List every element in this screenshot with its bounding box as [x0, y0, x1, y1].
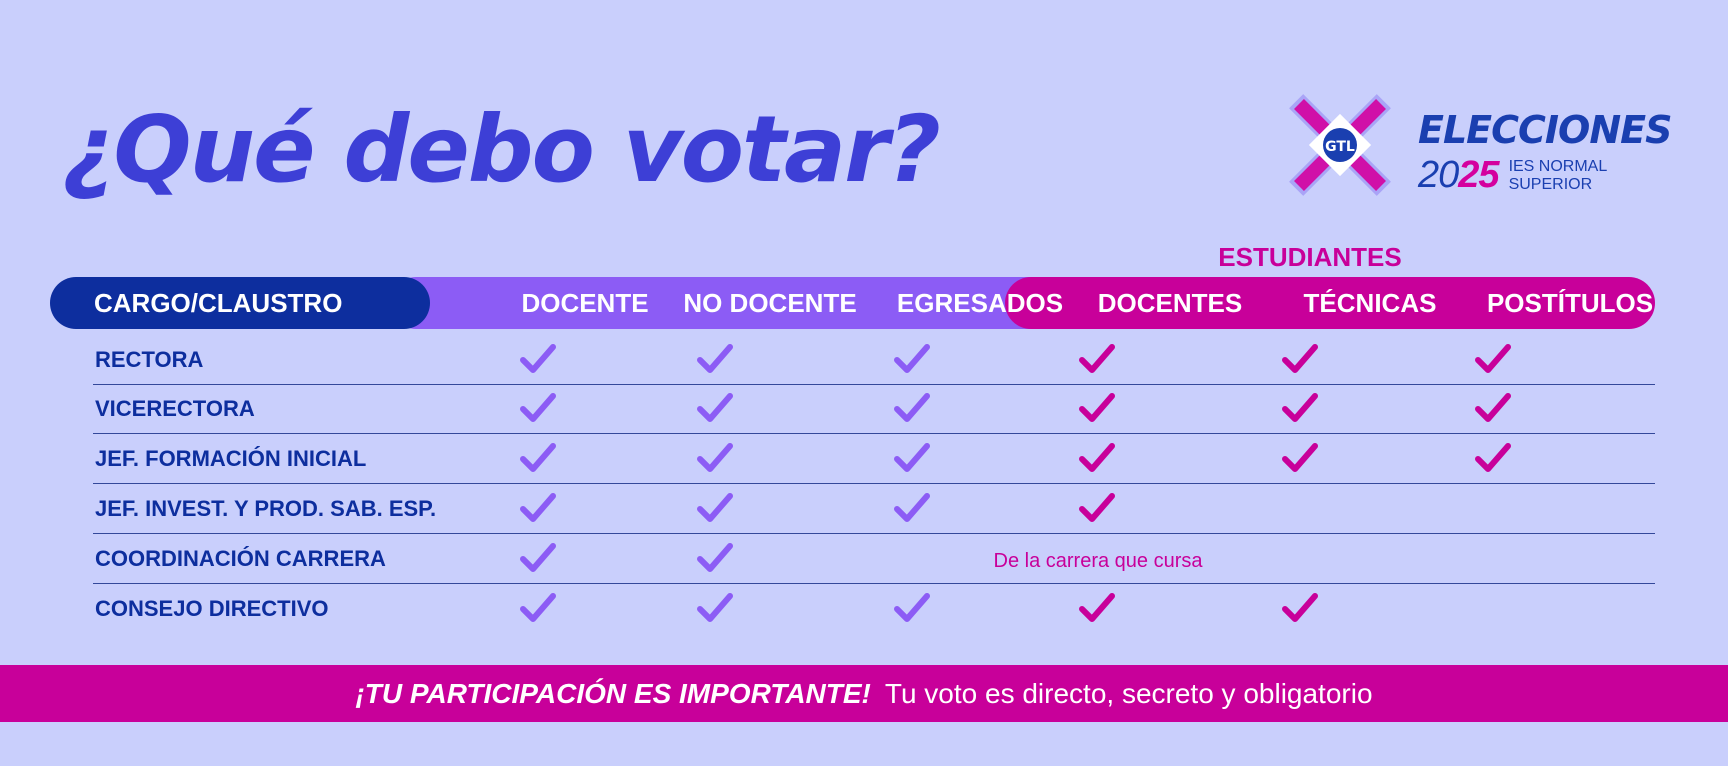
check-icon — [1282, 344, 1318, 373]
column-header-egresados: EGRESADOS — [896, 288, 1064, 318]
check-icon — [894, 593, 930, 622]
row-note: De la carrera que cursa — [993, 550, 1203, 572]
column-header-cargo: CARGO/CLAUSTRO — [94, 288, 343, 318]
check-icon — [1282, 393, 1318, 422]
check-icon — [520, 493, 556, 522]
page-title: ¿Qué debo votar? — [62, 96, 941, 203]
row-label: RECTORA — [95, 347, 204, 372]
check-icon — [520, 593, 556, 622]
logo-institution: IES NORMAL SUPERIOR — [1508, 157, 1608, 193]
check-icon — [1079, 443, 1115, 472]
column-header-docente: DOCENTE — [521, 288, 649, 318]
check-icon — [697, 543, 733, 572]
check-icon — [894, 443, 930, 472]
table-row: CONSEJO DIRECTIVO — [93, 584, 1655, 634]
check-icon — [520, 393, 556, 422]
row-label: CONSEJO DIRECTIVO — [95, 596, 329, 621]
column-header-postitulos: POSTÍTULOS — [1486, 288, 1654, 318]
footer-normal-text: Tu voto es directo, secreto y obligatori… — [884, 678, 1373, 709]
logo-elecciones: ELECCIONES — [1418, 108, 1672, 152]
footer-bold-text: ¡TU PARTICIPACIÓN ES IMPORTANTE! — [355, 678, 871, 709]
table-header: CARGO/CLAUSTRO DOCENTE NO DOCENTE EGRESA… — [50, 277, 1655, 329]
check-icon — [1282, 443, 1318, 472]
check-icon — [520, 344, 556, 373]
row-label: VICERECTORA — [95, 396, 255, 421]
check-icon — [520, 543, 556, 572]
row-label: JEF. INVEST. Y PROD. SAB. ESP. — [95, 496, 437, 521]
check-icon — [697, 443, 733, 472]
table-row: VICERECTORA — [93, 384, 1655, 434]
check-icon — [1079, 493, 1115, 522]
check-icon — [1282, 593, 1318, 622]
check-icon — [1079, 593, 1115, 622]
column-header-tecnicas: TÉCNICAS — [1303, 288, 1437, 318]
header-band-navy — [50, 277, 430, 329]
header-band-purple — [390, 277, 1110, 329]
table-row: COORDINACIÓN CARRERA De la carrera que cu… — [93, 534, 1655, 584]
svg-text:GTL: GTL — [1325, 139, 1355, 155]
check-icon — [1475, 393, 1511, 422]
footer-banner: ¡TU PARTICIPACIÓN ES IMPORTANTE! Tu voto … — [0, 665, 1728, 722]
table-row: JEF. FORMACIÓN INICIAL — [93, 434, 1655, 484]
logo-text: ELECCIONES 2025 IES NORMAL SUPERIOR — [1418, 108, 1672, 197]
group-label-estudiantes: ESTUDIANTES — [1218, 242, 1402, 272]
column-header-docentes: DOCENTES — [1097, 288, 1243, 318]
check-icon — [1475, 344, 1511, 373]
check-icon — [1079, 393, 1115, 422]
check-icon — [894, 393, 930, 422]
header-band-pink — [1005, 277, 1655, 329]
check-icon — [520, 443, 556, 472]
elecciones-logo-icon: GTL — [1289, 94, 1391, 196]
check-icon — [1475, 443, 1511, 472]
row-label: COORDINACIÓN CARRERA — [95, 546, 386, 571]
check-icon — [894, 493, 930, 522]
check-icon — [697, 593, 733, 622]
row-label: JEF. FORMACIÓN INICIAL — [95, 446, 367, 471]
check-icon — [697, 344, 733, 373]
column-header-no-docente: NO DOCENTE — [683, 288, 857, 318]
check-icon — [697, 393, 733, 422]
check-icon — [697, 493, 733, 522]
table-row: RECTORA — [93, 335, 1655, 385]
table-row: JEF. INVEST. Y PROD. SAB. ESP. — [93, 484, 1655, 534]
check-icon — [1079, 344, 1115, 373]
check-icon — [894, 344, 930, 373]
logo-year: 2025 — [1418, 154, 1500, 196]
